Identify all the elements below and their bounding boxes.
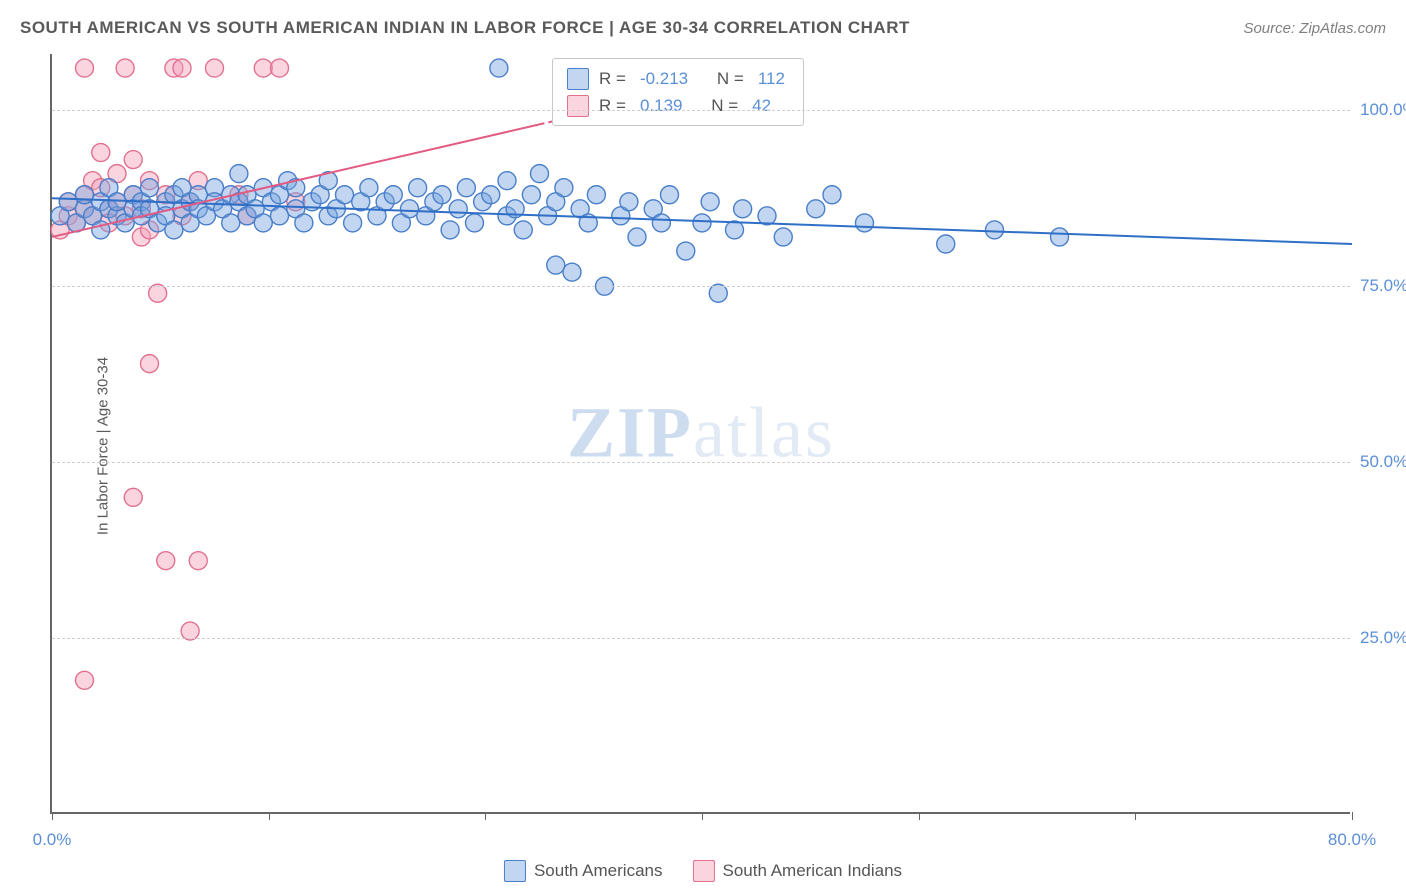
stats-row-pink: R = 0.139 N = 42 bbox=[567, 92, 789, 119]
source-label: Source: ZipAtlas.com bbox=[1243, 20, 1386, 37]
chart-title: SOUTH AMERICAN VS SOUTH AMERICAN INDIAN … bbox=[20, 18, 910, 38]
chart-plot-area: ZIPatlas R = -0.213 N = 112 R = 0.139 N … bbox=[50, 54, 1350, 814]
stats-row-blue: R = -0.213 N = 112 bbox=[567, 65, 789, 92]
y-tick-label: 75.0% bbox=[1360, 276, 1406, 296]
y-tick-label: 50.0% bbox=[1360, 452, 1406, 472]
r-label: R = bbox=[599, 92, 626, 119]
swatch-pink-icon bbox=[567, 95, 589, 117]
n-value-pink: 42 bbox=[752, 92, 771, 119]
legend-label-blue: South Americans bbox=[534, 861, 663, 881]
r-label: R = bbox=[599, 65, 626, 92]
r-value-blue: -0.213 bbox=[640, 65, 688, 92]
y-tick-label: 100.0% bbox=[1360, 100, 1406, 120]
swatch-blue-icon bbox=[567, 68, 589, 90]
legend-item-blue: South Americans bbox=[504, 860, 663, 882]
y-tick-label: 25.0% bbox=[1360, 628, 1406, 648]
legend-label-pink: South American Indians bbox=[722, 861, 902, 881]
swatch-blue-icon bbox=[504, 860, 526, 882]
x-tick-label: 80.0% bbox=[1328, 830, 1376, 850]
r-value-pink: 0.139 bbox=[640, 92, 683, 119]
x-tick-label: 0.0% bbox=[33, 830, 72, 850]
n-label: N = bbox=[711, 92, 738, 119]
stats-legend-box: R = -0.213 N = 112 R = 0.139 N = 42 bbox=[552, 58, 804, 126]
n-label: N = bbox=[717, 65, 744, 92]
swatch-pink-icon bbox=[692, 860, 714, 882]
scatter-svg bbox=[52, 54, 1350, 812]
n-value-blue: 112 bbox=[758, 65, 785, 92]
legend-item-pink: South American Indians bbox=[692, 860, 902, 882]
bottom-legend: South Americans South American Indians bbox=[504, 860, 902, 882]
